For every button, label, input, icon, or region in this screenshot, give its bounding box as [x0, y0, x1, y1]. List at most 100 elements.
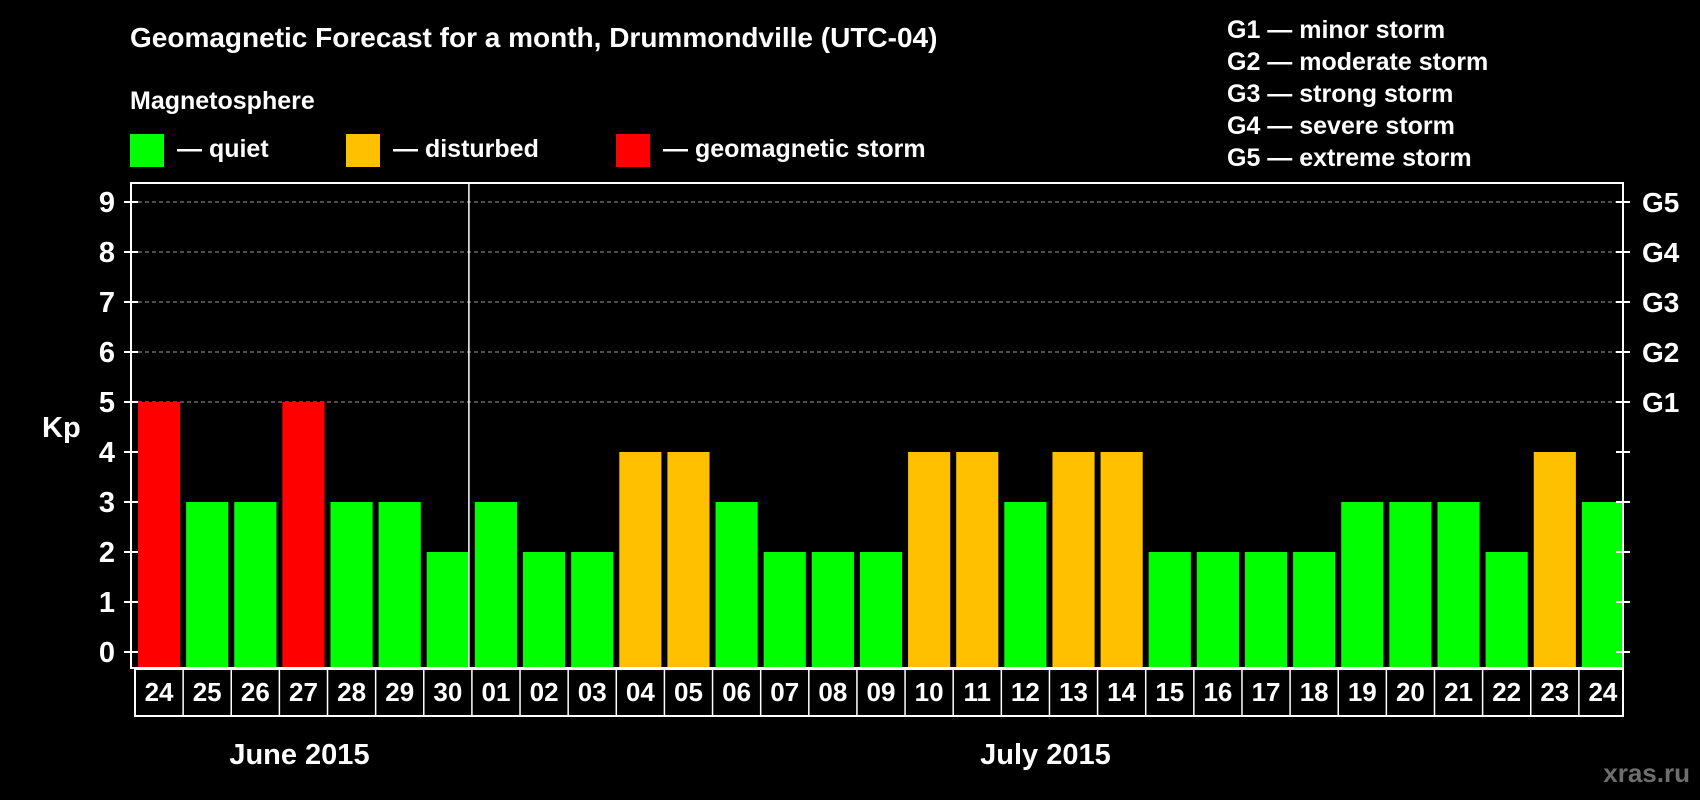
- bar-09-15: [859, 552, 903, 667]
- x-category-label-23: 17: [1252, 677, 1281, 707]
- bar-01-7: [474, 502, 518, 667]
- right-axis-label-G2: G2: [1642, 337, 1679, 368]
- x-category-label-18: 12: [1011, 677, 1040, 707]
- x-category-label-30: 24: [1588, 677, 1617, 707]
- legend-swatch-0: [130, 134, 164, 167]
- x-category-label-26: 20: [1396, 677, 1425, 707]
- legend: — quiet — disturbed — geomagnetic storm: [130, 134, 926, 167]
- legend-swatch-1: [346, 134, 380, 167]
- storm-scale-item-3: G4 — severe storm: [1227, 112, 1455, 140]
- bar-18-24: [1293, 552, 1336, 667]
- x-category-label-16: 10: [915, 677, 944, 707]
- bar-17-23: [1244, 552, 1288, 667]
- x-category-label-17: 11: [964, 677, 992, 707]
- x-category-label-15: 09: [867, 677, 896, 707]
- y-tick-label-1: 1: [99, 587, 115, 619]
- bar-12-18: [1004, 502, 1047, 667]
- x-axis-categories: 24 25 26 27 28 29 30 01 02 03 04 05 06 07 08 09 10 11 12 13…: [134, 668, 1624, 717]
- bar-15-21: [1148, 552, 1191, 667]
- month-labels: June 2015 July 2015: [229, 739, 1110, 771]
- bar-23-29: [1533, 452, 1576, 667]
- storm-scale-item-1: G2 — moderate storm: [1227, 48, 1488, 76]
- x-category-label-28: 22: [1492, 677, 1521, 707]
- right-axis-label-G5: G5: [1642, 187, 1679, 218]
- x-category-label-4: 28: [337, 677, 366, 707]
- x-category-label-11: 05: [674, 677, 703, 707]
- storm-scale-legend: G1 — minor storm G2 — moderate storm G3 — …: [1227, 16, 1488, 172]
- x-category-label-0: 24: [145, 677, 174, 707]
- x-category-label-20: 14: [1107, 677, 1136, 707]
- y-tick-label-6: 6: [99, 337, 115, 369]
- bar-20-26: [1389, 502, 1432, 667]
- bar-28-4: [330, 502, 373, 667]
- bar-14-20: [1100, 452, 1143, 667]
- bar-03-9: [571, 552, 614, 667]
- bar-29-5: [378, 502, 421, 667]
- y-tick-label-8: 8: [99, 237, 115, 269]
- bar-26-2: [234, 502, 277, 667]
- x-category-label-1: 25: [193, 677, 222, 707]
- x-category-label-22: 16: [1203, 677, 1232, 707]
- x-category-label-6: 30: [433, 677, 462, 707]
- grid: [131, 201, 1623, 403]
- watermark: xras.ru: [1603, 758, 1690, 788]
- legend-heading: Magnetosphere: [130, 87, 315, 115]
- y-tick-label-4: 4: [99, 437, 115, 469]
- x-category-label-7: 01: [482, 677, 511, 707]
- chart-title: Geomagnetic Forecast for a month, Drummo…: [130, 22, 937, 53]
- bar-27-3: [282, 402, 325, 667]
- right-axis-label-G3: G3: [1642, 287, 1679, 318]
- y-axis-label: Kp: [42, 412, 81, 444]
- x-category-label-19: 13: [1059, 677, 1088, 707]
- storm-scale-item-4: G5 — extreme storm: [1227, 144, 1472, 172]
- bar-11-17: [956, 452, 999, 667]
- x-category-label-2: 26: [241, 677, 270, 707]
- y-tick-label-2: 2: [99, 537, 115, 569]
- bar-04-10: [619, 452, 662, 667]
- bar-24-30: [1581, 502, 1624, 667]
- legend-label-2: — geomagnetic storm: [663, 135, 926, 163]
- bar-05-11: [667, 452, 710, 667]
- x-category-frame: [134, 668, 1624, 717]
- x-category-label-13: 07: [770, 677, 799, 707]
- right-axis-label-G4: G4: [1642, 237, 1680, 268]
- x-category-label-29: 23: [1540, 677, 1569, 707]
- x-category-label-9: 03: [578, 677, 607, 707]
- x-category-label-14: 08: [818, 677, 847, 707]
- bar-22-28: [1485, 552, 1528, 667]
- y-tick-label-9: 9: [99, 187, 115, 219]
- bar-24-0: [138, 402, 181, 667]
- bar-30-6: [426, 552, 469, 667]
- bar-08-14: [811, 552, 854, 667]
- legend-label-1: — disturbed: [393, 135, 539, 163]
- bar-16-22: [1196, 552, 1239, 667]
- x-category-label-12: 06: [722, 677, 751, 707]
- right-axis-label-G1: G1: [1642, 387, 1679, 418]
- y-tick-label-0: 0: [99, 637, 115, 669]
- legend-label-0: — quiet: [177, 135, 269, 163]
- bar-10-16: [908, 452, 951, 667]
- storm-scale-item-0: G1 — minor storm: [1227, 16, 1445, 44]
- month-label-0: June 2015: [229, 739, 369, 771]
- bar-06-12: [715, 502, 758, 667]
- y-tick-label-5: 5: [99, 387, 115, 419]
- bars: [138, 402, 1624, 667]
- x-category-label-5: 29: [385, 677, 414, 707]
- x-category-label-21: 15: [1155, 677, 1184, 707]
- bar-02-8: [523, 552, 566, 667]
- bar-19-25: [1341, 502, 1384, 667]
- bar-25-1: [186, 502, 229, 667]
- x-category-label-10: 04: [626, 677, 655, 707]
- storm-scale-item-2: G3 — strong storm: [1227, 80, 1453, 108]
- x-category-label-8: 02: [530, 677, 559, 707]
- x-category-label-27: 21: [1444, 677, 1473, 707]
- x-category-label-24: 18: [1300, 677, 1329, 707]
- bar-21-27: [1437, 502, 1480, 667]
- y-tick-label-7: 7: [99, 287, 115, 319]
- y-tick-label-3: 3: [99, 487, 115, 519]
- month-label-1: July 2015: [980, 739, 1111, 771]
- bar-07-13: [763, 552, 806, 667]
- legend-swatch-2: [616, 134, 650, 167]
- x-category-label-25: 19: [1348, 677, 1377, 707]
